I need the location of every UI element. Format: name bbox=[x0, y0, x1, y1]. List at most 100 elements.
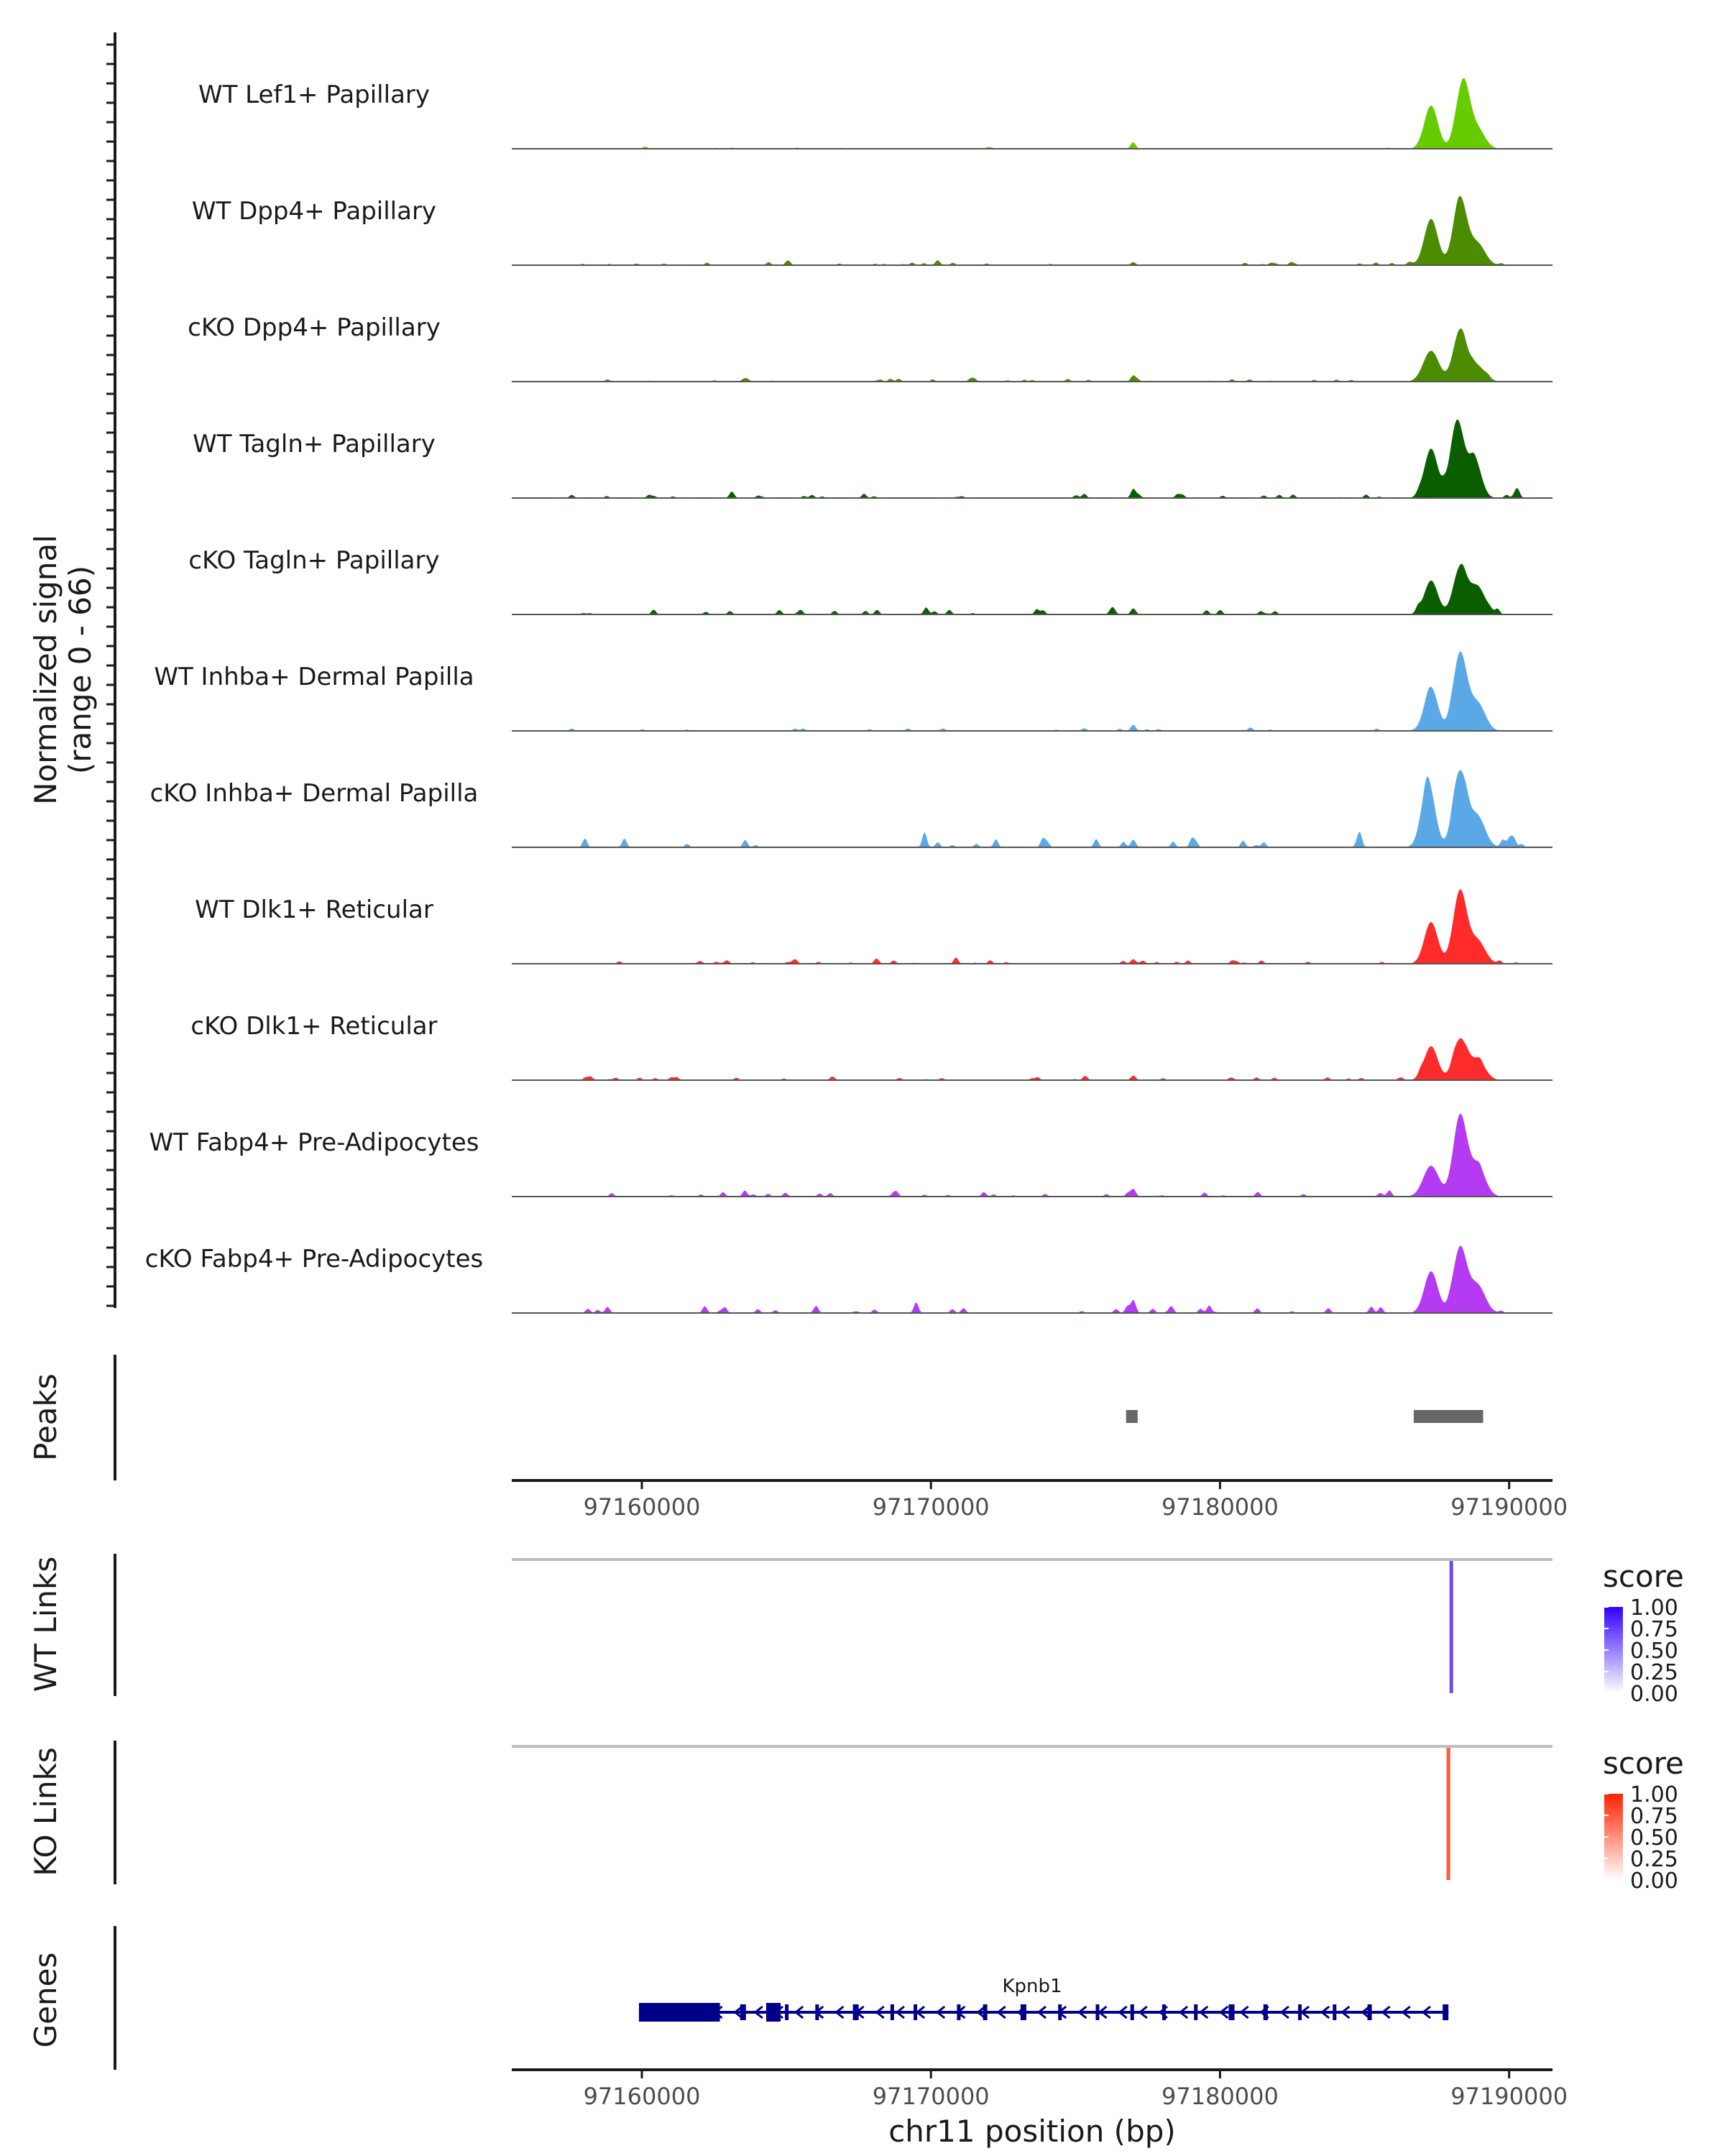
strand-arrow bbox=[1138, 2005, 1148, 2019]
coverage-track-6: WT Inhba+ Dermal Papilla bbox=[154, 651, 1552, 732]
gene-exon bbox=[890, 2004, 894, 2020]
legend-tick-label: 0.25 bbox=[1630, 1847, 1678, 1872]
gene-exon bbox=[1443, 2004, 1449, 2020]
x-tick-label: 97170000 bbox=[873, 2083, 990, 2110]
coverage-area bbox=[512, 1113, 1552, 1197]
coverage-track-4: WT Tagln+ Papillary bbox=[193, 419, 1552, 499]
gene-exon bbox=[765, 2003, 781, 2022]
gene-exon bbox=[1095, 2004, 1100, 2020]
peaks-panel: Peaks 97160000 97170000 97180000 97190000 bbox=[28, 1355, 1568, 1521]
track-label: WT Tagln+ Papillary bbox=[193, 430, 436, 459]
strand-arrow bbox=[834, 2005, 845, 2019]
gene-exon bbox=[1162, 2004, 1166, 2020]
strand-arrow bbox=[753, 2005, 763, 2019]
x-axis-top: 97160000 97170000 97180000 97190000 bbox=[584, 1480, 1568, 1521]
strand-arrow bbox=[1098, 2005, 1108, 2019]
ko-links-panel-title: KO Links bbox=[28, 1747, 63, 1876]
strand-arrow bbox=[1077, 2005, 1087, 2019]
coverage-area bbox=[512, 78, 1552, 149]
coverage-area bbox=[512, 328, 1552, 382]
peak-region-2 bbox=[1413, 1410, 1484, 1423]
strand-arrow bbox=[1300, 2005, 1310, 2019]
strand-arrow bbox=[976, 2005, 986, 2019]
gene-exon bbox=[983, 2004, 988, 2020]
coverage-area bbox=[512, 770, 1552, 847]
legend-tick-label: 0.00 bbox=[1630, 1682, 1678, 1707]
coverage-track-5: cKO Tagln+ Papillary bbox=[188, 546, 1552, 615]
ko-legend-title: score bbox=[1603, 1746, 1684, 1781]
coverage-area bbox=[512, 195, 1552, 265]
strand-arrow bbox=[895, 2005, 905, 2019]
legend-tick-label: 0.50 bbox=[1630, 1639, 1678, 1664]
gene-exon bbox=[740, 2004, 746, 2020]
track-label: cKO Tagln+ Papillary bbox=[188, 546, 439, 575]
wt-legend-title: score bbox=[1603, 1559, 1684, 1594]
legend-tick-label: 0.75 bbox=[1630, 1617, 1678, 1642]
strand-arrow bbox=[996, 2005, 1006, 2019]
genes-panel: Genes Kpnb1 97160000 97170000 97180000 9719… bbox=[28, 1926, 1568, 2149]
gene-exon bbox=[1130, 2004, 1134, 2020]
strand-arrow bbox=[1219, 2005, 1229, 2019]
x-tick-label: 97190000 bbox=[1450, 1493, 1568, 1521]
x-tick-label: 97180000 bbox=[1162, 1493, 1279, 1521]
gene-exon bbox=[1298, 2004, 1302, 2020]
gene-exon bbox=[852, 2004, 859, 2020]
gene-exon bbox=[638, 2003, 720, 2022]
coverage-track-10: WT Fabp4+ Pre-Adipocytes bbox=[150, 1113, 1552, 1197]
strand-arrow bbox=[1118, 2005, 1128, 2019]
track-label: WT Inhba+ Dermal Papilla bbox=[154, 663, 474, 691]
strand-arrow bbox=[1381, 2005, 1391, 2019]
coverage-area bbox=[512, 1038, 1552, 1080]
x-tick-label: 97160000 bbox=[584, 1493, 701, 1521]
strand-arrow bbox=[1036, 2005, 1047, 2019]
gene-exon bbox=[914, 2004, 918, 2020]
coverage-track-2: WT Dpp4+ Papillary bbox=[192, 195, 1552, 266]
gene-exon bbox=[1263, 2004, 1268, 2020]
coverage-track-11: cKO Fabp4+ Pre-Adipocytes bbox=[145, 1245, 1552, 1314]
wt-links-panel: WT Links bbox=[28, 1554, 1552, 1696]
legend-tick-label: 0.50 bbox=[1630, 1825, 1678, 1851]
x-tick-label: 97180000 bbox=[1162, 2083, 1279, 2110]
genes-panel-title: Genes bbox=[28, 1953, 63, 2048]
strand-arrow bbox=[875, 2005, 885, 2019]
strand-arrow bbox=[1340, 2005, 1351, 2019]
track-label: WT Dlk1+ Reticular bbox=[195, 895, 433, 924]
strand-arrow bbox=[1178, 2005, 1189, 2019]
strand-arrow bbox=[1421, 2005, 1431, 2019]
legend-tick-label: 0.75 bbox=[1630, 1804, 1678, 1829]
coverage-y-axis bbox=[106, 32, 116, 1308]
wt-links-panel-title: WT Links bbox=[28, 1557, 63, 1692]
strand-arrow bbox=[1320, 2005, 1330, 2019]
strand-arrow bbox=[1401, 2005, 1411, 2019]
track-label: cKO Dlk1+ Reticular bbox=[190, 1012, 437, 1041]
coverage-track-1: WT Lef1+ Papillary bbox=[198, 78, 1552, 149]
x-axis-bottom: 97160000 97170000 97180000 97190000 bbox=[584, 2070, 1568, 2110]
peaks-panel-title: Peaks bbox=[28, 1373, 63, 1461]
legend-tick-label: 1.00 bbox=[1630, 1595, 1678, 1621]
coverage-area bbox=[512, 563, 1552, 614]
strand-arrow bbox=[794, 2005, 804, 2019]
x-tick-label: 97170000 bbox=[873, 1493, 990, 1521]
strand-arrow bbox=[1239, 2005, 1249, 2019]
track-label: cKO Fabp4+ Pre-Adipocytes bbox=[145, 1245, 484, 1273]
ko-score-legend: score 1.000.750.500.250.00 bbox=[1603, 1746, 1684, 1894]
ko-links-panel: KO Links bbox=[28, 1741, 1552, 1884]
gene-exon bbox=[1367, 2004, 1372, 2020]
gene-exon bbox=[1228, 2004, 1235, 2020]
gene-exon bbox=[1058, 2004, 1062, 2020]
legend-tick-label: 1.00 bbox=[1630, 1782, 1678, 1807]
coverage-track-3: cKO Dpp4+ Papillary bbox=[188, 313, 1552, 382]
strand-arrow bbox=[1279, 2005, 1289, 2019]
legend-tick-label: 0.25 bbox=[1630, 1660, 1678, 1685]
gene-exon bbox=[1333, 2004, 1337, 2020]
y-axis-title-line-1: Normalized signal bbox=[28, 535, 63, 805]
strand-arrow bbox=[1361, 2005, 1371, 2019]
track-label: cKO Inhba+ Dermal Papilla bbox=[150, 779, 479, 808]
coverage-track-7: cKO Inhba+ Dermal Papilla bbox=[150, 770, 1552, 848]
coverage-track-8: WT Dlk1+ Reticular bbox=[195, 889, 1552, 964]
gene-exon bbox=[815, 2004, 819, 2020]
gene-exon bbox=[1020, 2004, 1026, 2020]
strand-arrow bbox=[1198, 2005, 1209, 2019]
coverage-area bbox=[512, 1245, 1552, 1313]
